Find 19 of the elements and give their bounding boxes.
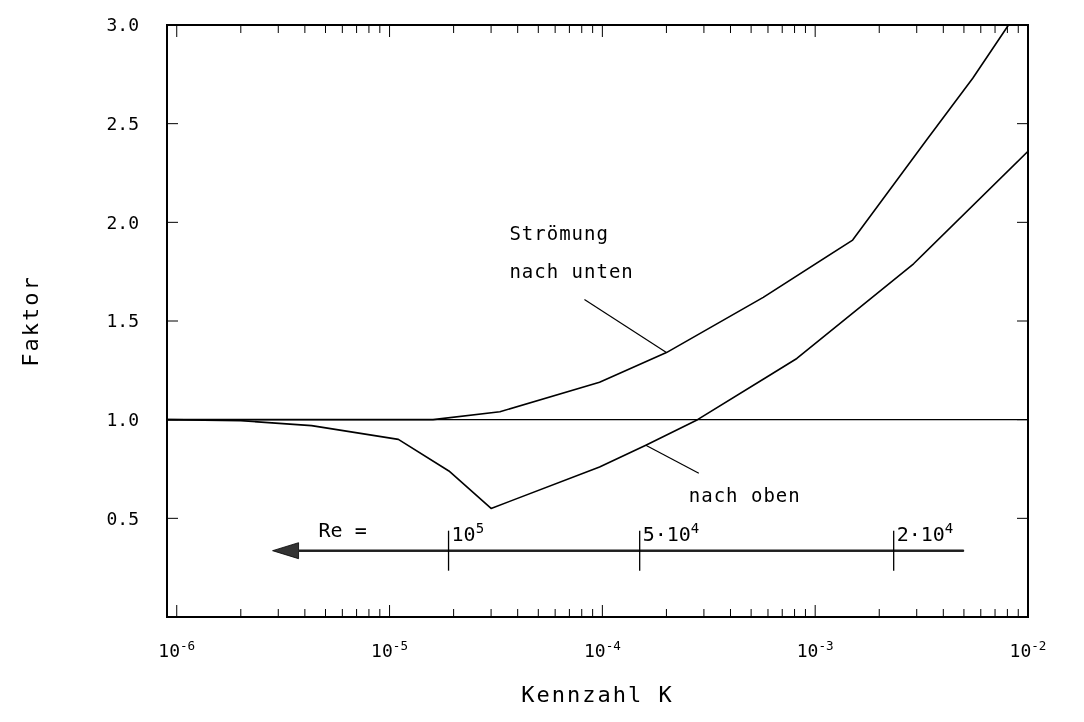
x-tick-label: 10$^{-5}$ (371, 637, 408, 661)
annotation: Strömung nach unten (509, 221, 634, 282)
y-tick-label: 3.0 (106, 14, 139, 36)
x-axis-title: Kennzahl K (521, 682, 674, 707)
annotation: nach oben (688, 484, 801, 507)
x-tick-label: 10$^{-2}$ (1009, 637, 1047, 661)
y-tick-label: 0.5 (106, 507, 139, 529)
y-tick-label: 2.0 (106, 211, 139, 233)
x-tick-label: 10$^{-4}$ (583, 637, 621, 661)
y-axis-title: Faktor (18, 275, 43, 367)
x-tick-label: 10$^{-3}$ (796, 637, 834, 661)
y-tick-label: 2.5 (106, 112, 139, 134)
annotation: Re = (318, 517, 367, 542)
annotation: 5·10$^{4}$ (642, 519, 700, 546)
y-tick-label: 1.0 (106, 408, 139, 430)
annotation: 10$^{5}$ (451, 519, 485, 546)
annotation: 2·10$^{4}$ (896, 519, 954, 546)
x-tick-label: 10$^{-6}$ (158, 637, 196, 661)
y-tick-label: 1.5 (106, 310, 139, 332)
